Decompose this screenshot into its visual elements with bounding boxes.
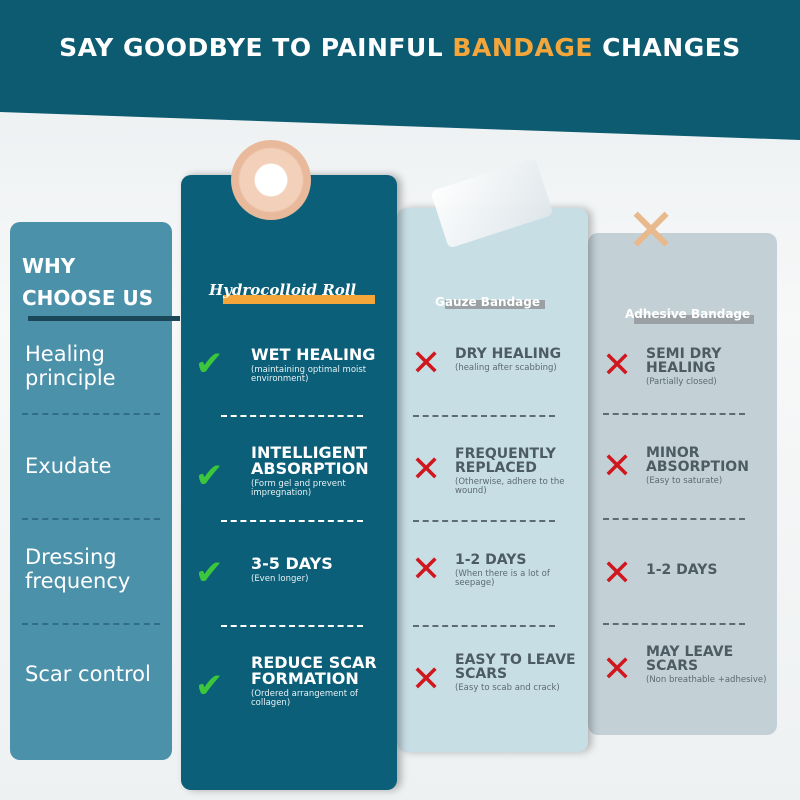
header-bar bbox=[223, 295, 375, 304]
title-highlight: BANDAGE bbox=[452, 33, 593, 62]
cell-main: EASY TO LEAVE SCARS bbox=[455, 652, 576, 682]
column-title: Adhesive Bandage bbox=[625, 307, 751, 321]
hydrocolloid-column: Hydrocolloid Roll ✔ WET HEALING (maintaini… bbox=[181, 140, 397, 790]
cell-main: 1-2 DAYS bbox=[455, 552, 527, 568]
cell-sub: (Partially closed) bbox=[646, 377, 717, 387]
row-label: Exudate bbox=[25, 454, 112, 478]
divider bbox=[603, 518, 745, 520]
cross-icon: ✕ bbox=[602, 446, 633, 487]
cell-main: FREQUENTLY REPLACED bbox=[455, 446, 556, 476]
title-text: SAY GOODBYE TO PAINFUL bbox=[59, 33, 453, 62]
cell-main: MAY LEAVE SCARS bbox=[646, 644, 734, 674]
divider bbox=[413, 520, 555, 522]
cross-icon: ✕ bbox=[411, 549, 442, 590]
divider bbox=[22, 518, 160, 520]
adhesive-column: ✕ Adhesive Bandage ✕ SEMI DRY HEALING (Par… bbox=[588, 201, 777, 735]
divider bbox=[603, 413, 745, 415]
header-banner bbox=[0, 0, 800, 140]
gauze-image bbox=[430, 157, 554, 249]
column-title: Gauze Bandage bbox=[435, 295, 540, 309]
why-choose-us-column: WHY CHOOSE US Healing principle Exudate D… bbox=[10, 222, 180, 760]
cell-main: MINOR ABSORPTION bbox=[646, 445, 749, 475]
cell-sub: (When there is a lot of seepage) bbox=[455, 569, 550, 588]
check-icon: ✔ bbox=[195, 553, 224, 593]
cell-sub: (Otherwise, adhere to the wound) bbox=[455, 477, 565, 496]
adhesive-bandage-image: ✕ bbox=[626, 196, 677, 266]
tape-roll-image bbox=[231, 140, 311, 220]
cell-sub: (Ordered arrangement of collagen) bbox=[251, 689, 359, 708]
why-heading: WHY CHOOSE US bbox=[22, 250, 180, 321]
cross-icon: ✕ bbox=[602, 649, 633, 690]
divider bbox=[221, 520, 363, 522]
why-heading-line2: CHOOSE US bbox=[22, 286, 154, 310]
divider bbox=[413, 415, 555, 417]
heading-underline bbox=[28, 316, 180, 321]
cell-sub: (Non breathable +adhesive) bbox=[646, 675, 767, 685]
cross-icon: ✕ bbox=[411, 449, 442, 490]
cell-main: DRY HEALING bbox=[455, 346, 562, 362]
cell-main: REDUCE SCAR FORMATION bbox=[251, 653, 377, 688]
cross-icon: ✕ bbox=[602, 553, 633, 594]
divider bbox=[221, 625, 363, 627]
gauze-column: Gauze Bandage ✕ DRY HEALING (healing after… bbox=[397, 157, 588, 752]
check-icon: ✔ bbox=[195, 344, 224, 384]
check-icon: ✔ bbox=[195, 456, 224, 496]
title-text-end: CHANGES bbox=[592, 33, 741, 62]
cross-icon: ✕ bbox=[411, 659, 442, 700]
cell-main: INTELLIGENT ABSORPTION bbox=[251, 443, 369, 478]
column-title: Hydrocolloid Roll bbox=[209, 281, 357, 299]
cell-main: 3-5 DAYS bbox=[251, 554, 333, 573]
cell-main: WET HEALING bbox=[251, 345, 376, 364]
divider bbox=[603, 623, 745, 625]
cell-main: 1-2 DAYS bbox=[646, 562, 718, 578]
cell-sub: (Easy to scab and crack) bbox=[455, 683, 560, 693]
header-bar bbox=[445, 300, 545, 309]
page-title: SAY GOODBYE TO PAINFUL BANDAGE CHANGES bbox=[0, 33, 800, 62]
cell-main: SEMI DRY HEALING bbox=[646, 346, 722, 376]
row-label: Dressing frequency bbox=[25, 545, 131, 593]
divider bbox=[221, 415, 363, 417]
row-label: Healing principle bbox=[25, 342, 116, 390]
cross-icon: ✕ bbox=[602, 345, 633, 386]
row-label: Scar control bbox=[25, 662, 151, 686]
divider bbox=[22, 413, 160, 415]
cell-sub: (maintaining optimal moist environment) bbox=[251, 365, 367, 384]
divider bbox=[413, 625, 555, 627]
header-bar bbox=[634, 315, 754, 324]
why-heading-line1: WHY bbox=[22, 254, 76, 278]
cell-sub: (Even longer) bbox=[251, 574, 309, 584]
divider bbox=[22, 623, 160, 625]
cross-icon: ✕ bbox=[411, 343, 442, 384]
cell-sub: (Form gel and prevent impregnation) bbox=[251, 479, 346, 498]
check-icon: ✔ bbox=[195, 666, 224, 706]
cell-sub: (healing after scabbing) bbox=[455, 363, 557, 373]
cell-sub: (Easy to saturate) bbox=[646, 476, 723, 486]
